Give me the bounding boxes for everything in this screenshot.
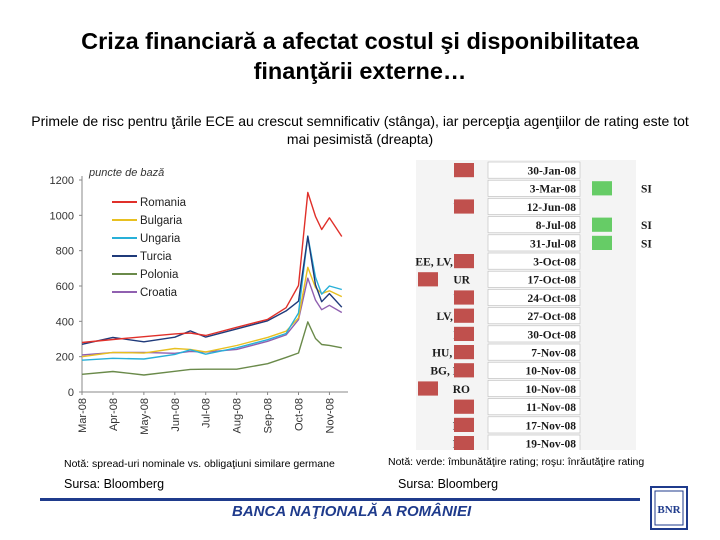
svg-text:BNR: BNR: [657, 504, 681, 516]
x-tick-label: Apr-08: [108, 398, 120, 431]
downgrade-marker: [454, 399, 474, 414]
title-line-1: Criza financiară a afectat costul şi dis…: [81, 28, 639, 54]
downgrade-marker: [454, 308, 474, 323]
x-tick-label: Sep-08: [263, 398, 275, 433]
date-label: 10-Nov-08: [526, 366, 577, 378]
date-label: 24-Oct-08: [527, 293, 576, 305]
series-line-romania: [81, 191, 343, 344]
x-tick-label: May-08: [139, 398, 151, 435]
date-cell: [487, 198, 581, 215]
y-tick-label: 1200: [50, 175, 74, 187]
downgrade-marker: [454, 254, 474, 269]
legend-label-turcia: Turcia: [140, 251, 172, 263]
date-cell: [487, 307, 581, 325]
date-cell: [487, 380, 581, 397]
downgrade-marker: [418, 272, 438, 287]
x-tick-label: Aug-08: [232, 398, 244, 433]
downgrade-marker: [454, 363, 474, 378]
country-label: RO: [453, 384, 470, 396]
series-line-polonia: [81, 321, 342, 376]
legend-label-polonia: Polonia: [140, 269, 179, 281]
date-cell: [487, 343, 581, 361]
bnr-logo: BNR: [650, 486, 688, 530]
x-tick-label: Oct-08: [294, 398, 306, 431]
downgrade-marker: [454, 290, 474, 305]
upgrade-marker: [592, 235, 612, 250]
x-tick-label: Jul-08: [201, 398, 213, 428]
unit-label: puncte de bază: [88, 167, 164, 179]
date-cell: [487, 179, 581, 197]
x-tick-label: Jun-08: [170, 398, 182, 432]
y-tick-label: 1000: [50, 210, 74, 222]
legend-label-bulgaria: Bulgaria: [140, 215, 183, 227]
date-cell: [487, 398, 581, 416]
x-tick-label: Mar-08: [77, 398, 89, 433]
y-tick-label: 400: [56, 316, 74, 328]
date-cell: [487, 252, 581, 270]
footer-institution-name: BANCA NAŢIONALĂ A ROMÂNIEI: [232, 503, 472, 520]
date-cell: [487, 234, 581, 252]
y-tick-label: 0: [68, 387, 74, 399]
date-cell: [487, 434, 581, 450]
right-chart-source: Sursa: Bloomberg: [398, 477, 499, 491]
downgrade-marker: [454, 436, 474, 450]
date-label: 7-Nov-08: [531, 348, 576, 360]
date-label: 17-Oct-08: [527, 275, 576, 287]
upgrade-marker: [592, 181, 612, 196]
series-line-turcia: [81, 235, 343, 345]
date-cell: [487, 289, 581, 306]
footer-divider: [40, 498, 640, 501]
series-line-croatia: [81, 277, 343, 356]
downgrade-marker: [454, 345, 474, 360]
date-label: 10-Nov-08: [526, 384, 577, 396]
y-tick-label: 200: [56, 352, 74, 364]
date-label: 31-Jul-08: [530, 238, 576, 250]
slide-subtitle: Primele de risc pentru ţările ECE au cre…: [31, 113, 689, 147]
title-line-2: finanţării externe…: [253, 58, 467, 84]
date-label: 19-Nov-08: [526, 439, 577, 451]
date-cell: [487, 161, 581, 179]
y-tick-label: 600: [56, 281, 74, 293]
country-label: UR: [453, 275, 470, 287]
rating-agency-label: SI: [641, 220, 652, 232]
date-label: 8-Jul-08: [536, 220, 577, 232]
date-label: 3-Oct-08: [533, 257, 576, 269]
x-tick-label: Nov-08: [324, 398, 336, 433]
date-label: 12-Jun-08: [527, 202, 576, 214]
rating-changes-table: LT30-Jan-083-Mar-08SIUR12-Jun-088-Jul-08…: [415, 160, 652, 451]
left-chart-note: Notă: spread-uri nominale vs. obligaţiun…: [64, 458, 335, 470]
downgrade-marker: [418, 381, 438, 396]
date-label: 27-Oct-08: [527, 311, 576, 323]
legend-label-romania: Romania: [140, 197, 187, 209]
series-line-bulgaria: [81, 266, 343, 358]
series-line-ungaria: [81, 235, 342, 361]
rating-agency-label: SI: [641, 238, 652, 250]
date-cell: [487, 325, 581, 343]
downgrade-marker: [454, 417, 474, 432]
upgrade-marker: [592, 217, 612, 232]
date-label: 30-Oct-08: [527, 329, 576, 341]
spread-line-chart: 0 200 400 600 800 1000 1200 Mar-08 Apr-08 May-08 J…: [50, 167, 348, 435]
date-label: 3-Mar-08: [530, 184, 576, 196]
downgrade-marker: [454, 163, 474, 178]
date-cell: [487, 216, 581, 234]
y-tick-label: 800: [56, 246, 74, 258]
downgrade-marker: [454, 199, 474, 214]
downgrade-marker: [454, 326, 474, 341]
date-cell: [487, 416, 581, 434]
date-label: 17-Nov-08: [526, 420, 577, 432]
date-cell: [487, 361, 581, 379]
right-chart-note: Notă: verde: îmbunătăţire rating; roşu: …: [388, 456, 645, 468]
date-label: 30-Jan-08: [527, 166, 576, 178]
left-chart-source: Sursa: Bloomberg: [64, 477, 165, 491]
date-label: 11-Nov-08: [526, 402, 576, 414]
slide-title: Criza financiară a afectat costul şi dis…: [20, 26, 700, 86]
date-cell: [487, 270, 581, 288]
rating-agency-label: SI: [641, 184, 652, 196]
legend-label-croatia: Croatia: [140, 287, 178, 299]
legend-label-ungaria: Ungaria: [140, 233, 181, 245]
